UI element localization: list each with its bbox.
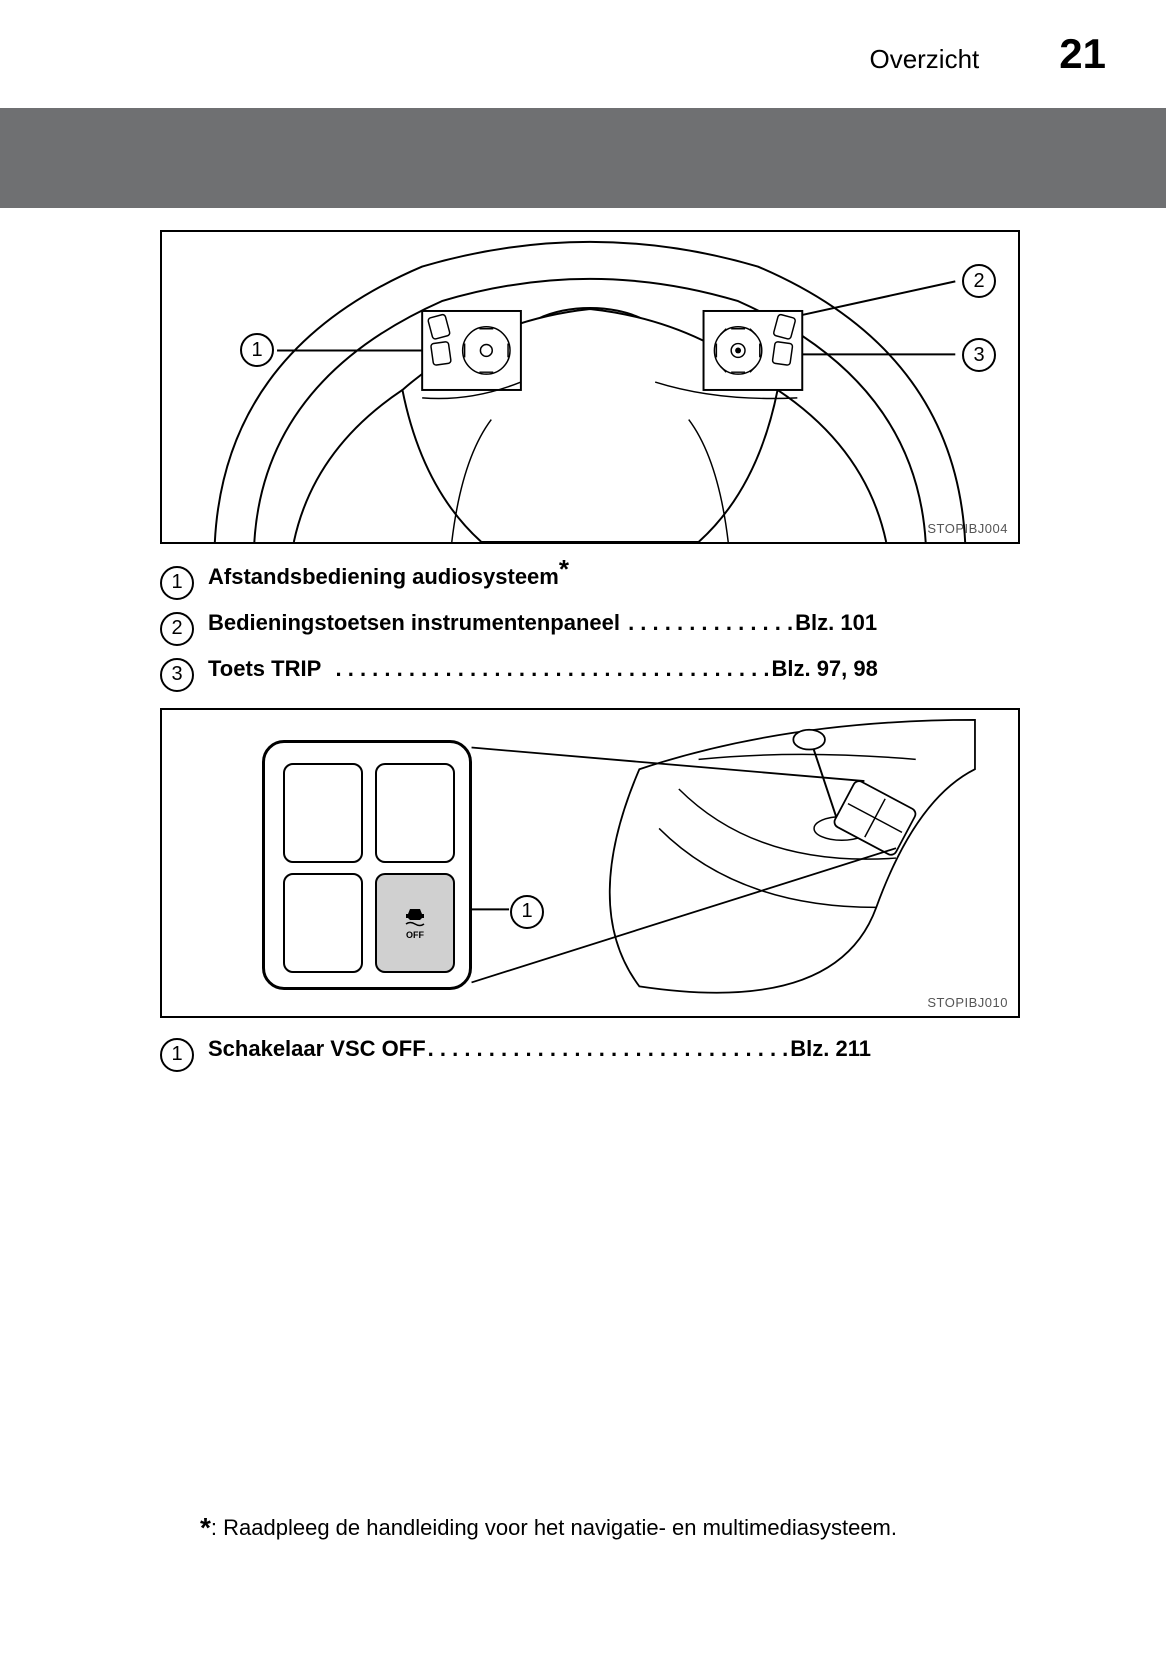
list-item: 1 Afstandsbediening audiosysteem* (160, 560, 1020, 596)
callout-1: 1 (510, 895, 544, 929)
list-1: 1 Afstandsbediening audiosysteem* 2 Bedi… (160, 560, 1020, 688)
footnote-marker: * (200, 1512, 211, 1543)
page-content: 1 2 3 STOPIBJ004 1 Afstandsbediening aud… (160, 230, 1020, 1080)
footnote: *: Raadpleeg de handleiding voor het nav… (200, 1510, 897, 1542)
page-header: Overzicht 21 (0, 30, 1166, 78)
blank-button (283, 763, 363, 863)
list-num: 1 (160, 566, 194, 600)
figure1-code: STOPIBJ004 (927, 521, 1008, 536)
list-label: Afstandsbediening audiosysteem (208, 564, 559, 590)
header-page-number: 21 (1059, 30, 1106, 78)
list-label: Bedieningstoetsen instrumentenpaneel (208, 610, 620, 636)
header-section-title: Overzicht (869, 44, 979, 75)
list-item: 2 Bedieningstoetsen instrumentenpaneel .… (160, 608, 1020, 642)
list-num: 3 (160, 658, 194, 692)
button-panel-zoom: OFF (262, 740, 472, 990)
blank-button (283, 873, 363, 973)
header-dark-bar (0, 108, 1166, 208)
list-page-ref: Blz. 101 (795, 610, 877, 636)
figure-vsc-switch: OFF 1 STOPIBJ010 (160, 708, 1020, 1018)
footnote-text: : Raadpleeg de handleiding voor het navi… (211, 1515, 897, 1540)
list-page-ref: Blz. 97, 98 (771, 656, 877, 682)
callout-2: 2 (962, 264, 996, 298)
list-item: 1 Schakelaar VSC OFF . . . . . . . . . .… (160, 1034, 1020, 1068)
vsc-car-icon (402, 906, 428, 928)
callout-1: 1 (240, 333, 274, 367)
vsc-off-label: OFF (406, 930, 424, 940)
list-item: 3 Toets TRIP . . . . . . . . . . . . . .… (160, 654, 1020, 688)
list-page-ref: Blz. 211 (790, 1036, 871, 1062)
asterisk-marker: * (559, 554, 569, 585)
figure-steering-wheel: 1 2 3 STOPIBJ004 (160, 230, 1020, 544)
figure2-code: STOPIBJ010 (927, 995, 1008, 1010)
blank-button (375, 763, 455, 863)
list-num: 2 (160, 612, 194, 646)
callout-3: 3 (962, 338, 996, 372)
vsc-off-button: OFF (375, 873, 455, 973)
list-label: Schakelaar VSC OFF (208, 1036, 426, 1062)
list-label: Toets TRIP (208, 656, 321, 682)
list-num: 1 (160, 1038, 194, 1072)
list-2: 1 Schakelaar VSC OFF . . . . . . . . . .… (160, 1034, 1020, 1068)
steering-wheel-illustration (162, 232, 1018, 542)
